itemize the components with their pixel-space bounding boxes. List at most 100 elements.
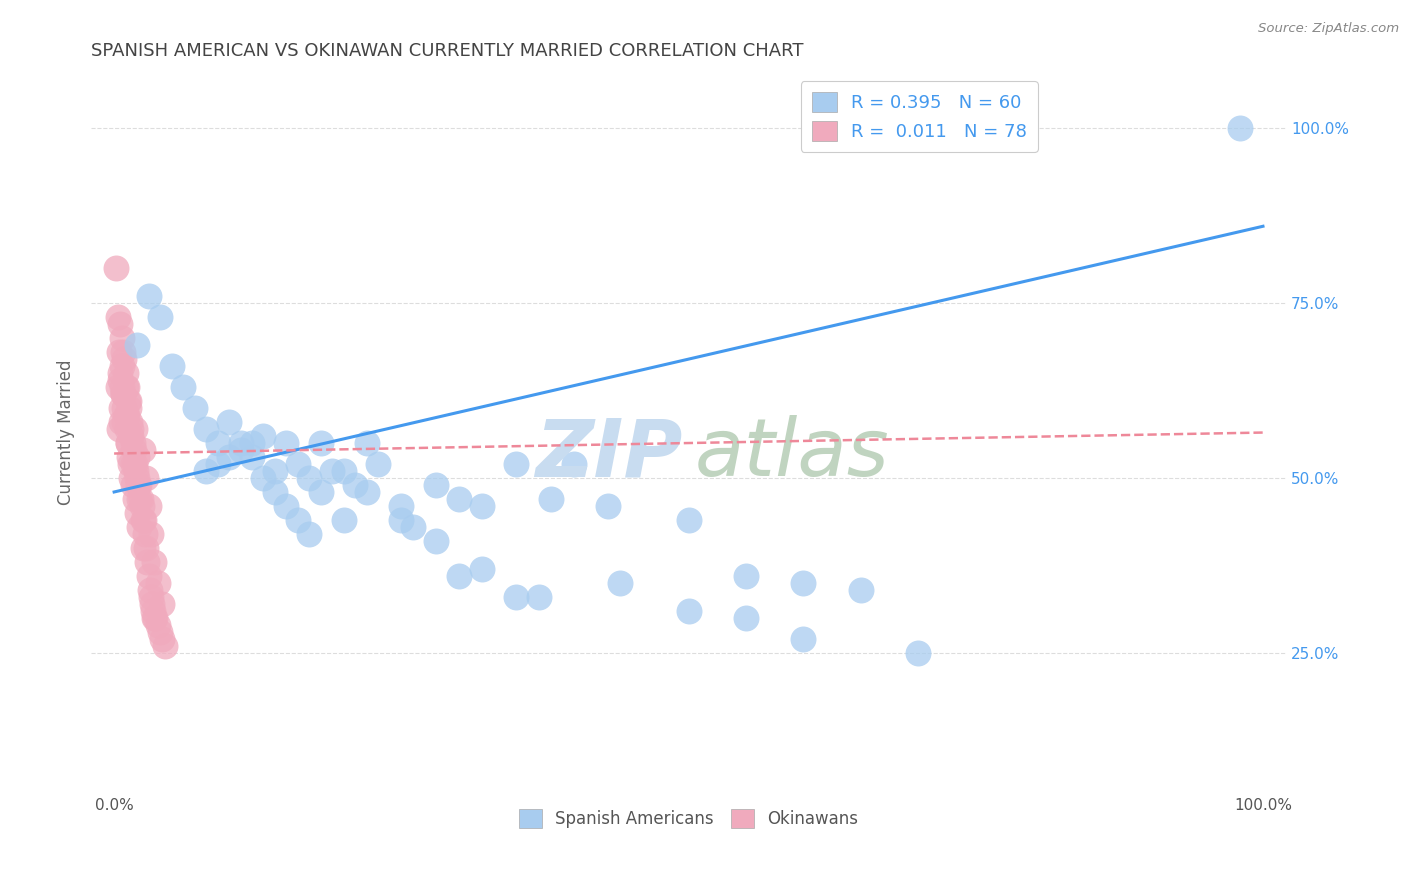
Point: [111, 359, 134, 373]
Point: [287, 457, 309, 471]
Point: [107, 310, 129, 325]
Point: [124, 422, 146, 436]
Point: [276, 499, 298, 513]
Point: [114, 366, 136, 380]
Point: [125, 464, 148, 478]
Point: [298, 471, 321, 485]
Point: [120, 457, 142, 471]
Point: [124, 457, 146, 471]
Point: [114, 401, 136, 415]
Point: [112, 345, 135, 359]
Point: [121, 478, 143, 492]
Point: [114, 408, 136, 422]
Point: [124, 491, 146, 506]
Point: [356, 485, 378, 500]
Point: [792, 632, 814, 646]
Y-axis label: Currently Married: Currently Married: [58, 359, 75, 505]
Point: [333, 464, 356, 478]
Point: [160, 359, 183, 373]
Point: [132, 443, 155, 458]
Point: [471, 562, 494, 576]
Point: [118, 450, 141, 464]
Point: [229, 436, 252, 450]
Point: [112, 387, 135, 401]
Point: [252, 429, 274, 443]
Point: [172, 380, 194, 394]
Point: [183, 401, 205, 415]
Point: [153, 639, 176, 653]
Point: [112, 387, 135, 401]
Point: [127, 338, 149, 352]
Point: [117, 394, 139, 409]
Point: [139, 527, 162, 541]
Point: [562, 457, 585, 471]
Point: [389, 513, 412, 527]
Point: [138, 499, 160, 513]
Point: [529, 590, 551, 604]
Point: [356, 436, 378, 450]
Text: ZIP: ZIP: [536, 415, 682, 493]
Point: [138, 569, 160, 583]
Point: [150, 597, 173, 611]
Point: [229, 443, 252, 458]
Point: [118, 394, 141, 409]
Point: [110, 401, 132, 415]
Point: [425, 478, 447, 492]
Point: [108, 366, 131, 380]
Point: [105, 261, 128, 276]
Point: [118, 401, 141, 415]
Point: [143, 555, 166, 569]
Point: [252, 471, 274, 485]
Point: [120, 471, 142, 485]
Point: [128, 491, 150, 506]
Point: [735, 569, 758, 583]
Point: [117, 436, 139, 450]
Point: [115, 408, 138, 422]
Point: [447, 569, 470, 583]
Point: [907, 646, 929, 660]
Point: [321, 464, 343, 478]
Point: [609, 575, 631, 590]
Point: [298, 527, 321, 541]
Point: [143, 611, 166, 625]
Point: [115, 422, 138, 436]
Point: [108, 373, 131, 387]
Point: [367, 457, 389, 471]
Point: [598, 499, 620, 513]
Point: [138, 289, 160, 303]
Point: [505, 457, 527, 471]
Text: atlas: atlas: [695, 415, 889, 493]
Point: [150, 632, 173, 646]
Point: [111, 331, 134, 345]
Point: [127, 506, 149, 520]
Point: [195, 464, 218, 478]
Point: [678, 604, 700, 618]
Point: [287, 513, 309, 527]
Point: [218, 415, 240, 429]
Text: SPANISH AMERICAN VS OKINAWAN CURRENTLY MARRIED CORRELATION CHART: SPANISH AMERICAN VS OKINAWAN CURRENTLY M…: [91, 42, 804, 60]
Point: [309, 485, 332, 500]
Point: [849, 582, 872, 597]
Text: Source: ZipAtlas.com: Source: ZipAtlas.com: [1258, 22, 1399, 36]
Point: [146, 575, 169, 590]
Point: [333, 513, 356, 527]
Point: [344, 478, 367, 492]
Point: [107, 345, 129, 359]
Point: [108, 317, 131, 331]
Point: [1229, 121, 1251, 136]
Point: [128, 478, 150, 492]
Point: [121, 457, 143, 471]
Point: [127, 471, 149, 485]
Point: [540, 491, 562, 506]
Point: [149, 624, 172, 639]
Point: [114, 352, 136, 367]
Point: [131, 499, 153, 513]
Point: [132, 513, 155, 527]
Point: [447, 491, 470, 506]
Point: [114, 380, 136, 394]
Point: [792, 575, 814, 590]
Point: [402, 520, 425, 534]
Point: [120, 429, 142, 443]
Point: [107, 422, 129, 436]
Legend: Spanish Americans, Okinawans: Spanish Americans, Okinawans: [512, 803, 865, 835]
